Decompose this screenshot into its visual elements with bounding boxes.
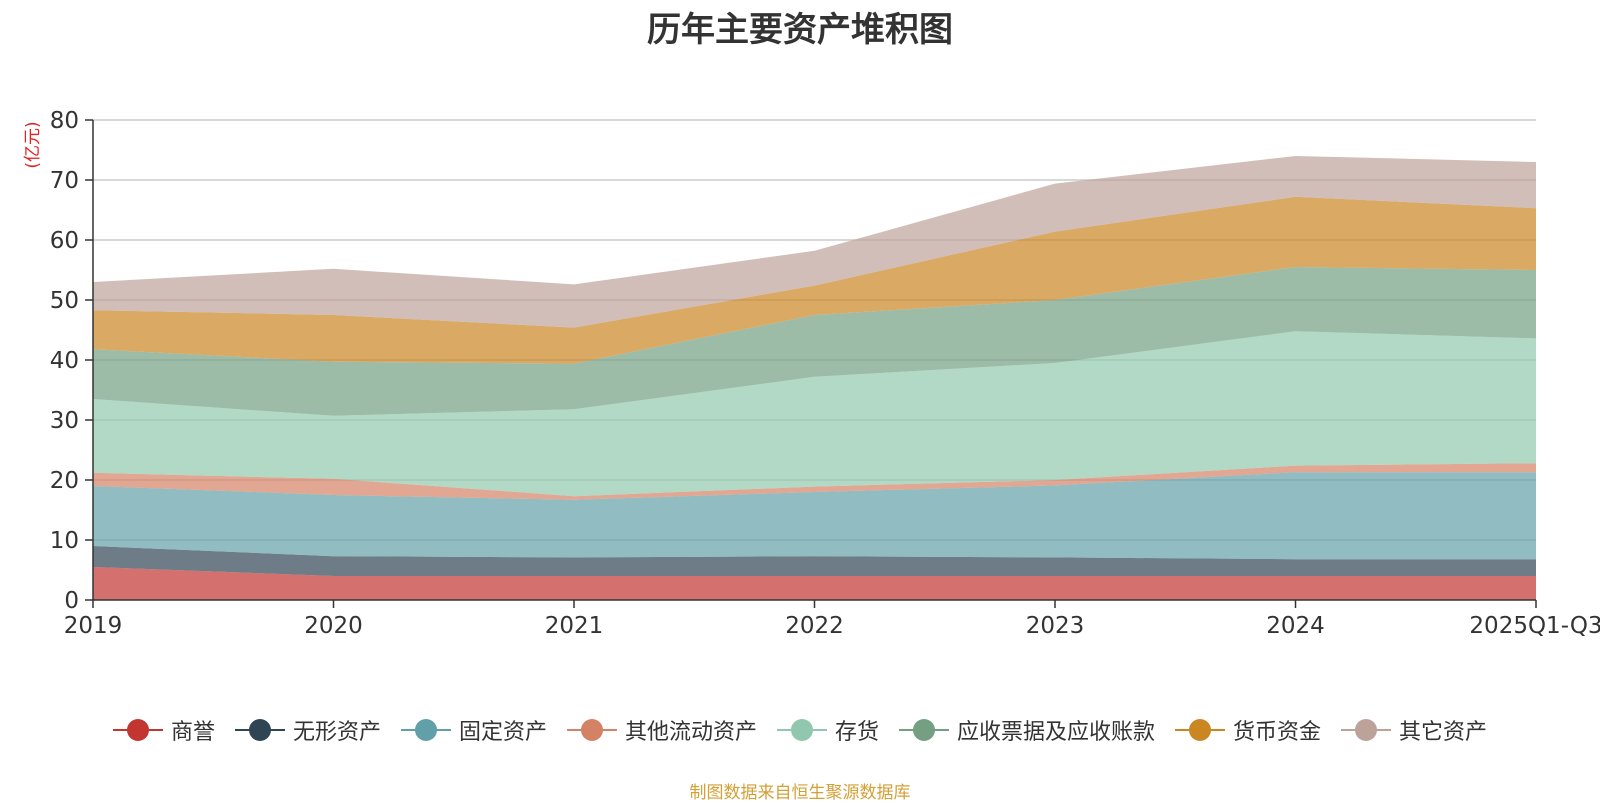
legend-marker-icon xyxy=(899,717,950,743)
y-tick-label: 0 xyxy=(64,588,79,614)
y-tick-label: 10 xyxy=(50,528,79,554)
area-series xyxy=(93,567,1536,600)
legend-label: 商誉 xyxy=(170,720,215,745)
legend-marker-dot xyxy=(414,719,437,741)
legend-marker-icon xyxy=(1341,717,1392,743)
legend-marker-dot xyxy=(248,719,271,741)
x-tick-label: 2024 xyxy=(1266,613,1325,639)
legend-label: 其他流动资产 xyxy=(624,720,757,745)
legend-label: 货币资金 xyxy=(1233,720,1322,745)
area-series xyxy=(93,546,1536,576)
x-tick-label: 2021 xyxy=(545,613,604,639)
legend-label: 固定资产 xyxy=(458,720,547,745)
x-tick-label: 2022 xyxy=(785,613,844,639)
legend-item[interactable]: 固定资产 xyxy=(400,714,547,746)
y-tick-label: 60 xyxy=(50,228,79,254)
x-tick-label: 2023 xyxy=(1026,613,1085,639)
legend-marker-dot xyxy=(791,719,813,741)
stacked-areas xyxy=(93,156,1536,600)
legend: 商誉 无形资产 固定资产 其他流动资产 存货 应收票据及应收账款 货币资金 其它资产 xyxy=(0,714,1600,746)
legend-label: 其它资产 xyxy=(1399,720,1488,745)
chart-title: 历年主要资产堆积图 xyxy=(647,10,953,50)
x-tick-label: 2020 xyxy=(304,613,363,639)
legend-marker-dot xyxy=(1189,719,1212,741)
area-series xyxy=(93,463,1536,500)
legend-marker-dot xyxy=(913,719,936,741)
legend-marker-dot xyxy=(1355,719,1378,741)
legend-marker-icon xyxy=(234,717,285,743)
y-tick-label: 70 xyxy=(50,168,79,194)
area-series xyxy=(93,472,1536,560)
area-series xyxy=(93,267,1536,416)
y-tick-label: 50 xyxy=(50,288,79,314)
y-tick-label: 30 xyxy=(50,408,79,434)
y-tick-label: 80 xyxy=(50,108,79,134)
legend-item[interactable]: 无形资产 xyxy=(234,714,381,746)
y-tick-label: 40 xyxy=(50,348,79,374)
y-tick-label: 20 xyxy=(50,468,79,494)
legend-item[interactable]: 其他流动资产 xyxy=(566,714,757,746)
legend-label: 无形资产 xyxy=(292,720,381,745)
area-series xyxy=(93,156,1536,328)
x-tick-label: 2025Q1-Q3 xyxy=(1469,613,1600,639)
source-note: 制图数据来自恒生聚源数据库 xyxy=(689,783,911,803)
legend-marker-icon xyxy=(566,717,617,743)
legend-item[interactable]: 存货 xyxy=(777,714,879,746)
legend-marker-dot xyxy=(126,719,149,741)
legend-item[interactable]: 其它资产 xyxy=(1341,714,1487,746)
area-series xyxy=(93,331,1536,497)
legend-marker-icon xyxy=(112,717,163,743)
legend-marker-icon xyxy=(1175,717,1226,743)
legend-label: 应收票据及应收账款 xyxy=(957,720,1156,745)
legend-item[interactable]: 货币资金 xyxy=(1175,714,1321,746)
legend-marker-icon xyxy=(777,717,827,743)
legend-item[interactable]: 商誉 xyxy=(112,714,215,746)
area-series xyxy=(93,196,1536,364)
legend-label: 存货 xyxy=(835,720,880,745)
x-tick-label: 2019 xyxy=(64,613,123,639)
legend-marker-dot xyxy=(580,719,603,741)
y-axis-unit-label: (亿元) xyxy=(23,121,43,168)
axes: 0 10 20 30 40 50 60 70 80 2019 2020 2021 2022 2023 202… xyxy=(50,108,1600,639)
legend-marker-icon xyxy=(400,717,451,743)
legend-item[interactable]: 应收票据及应收账款 xyxy=(899,714,1155,746)
